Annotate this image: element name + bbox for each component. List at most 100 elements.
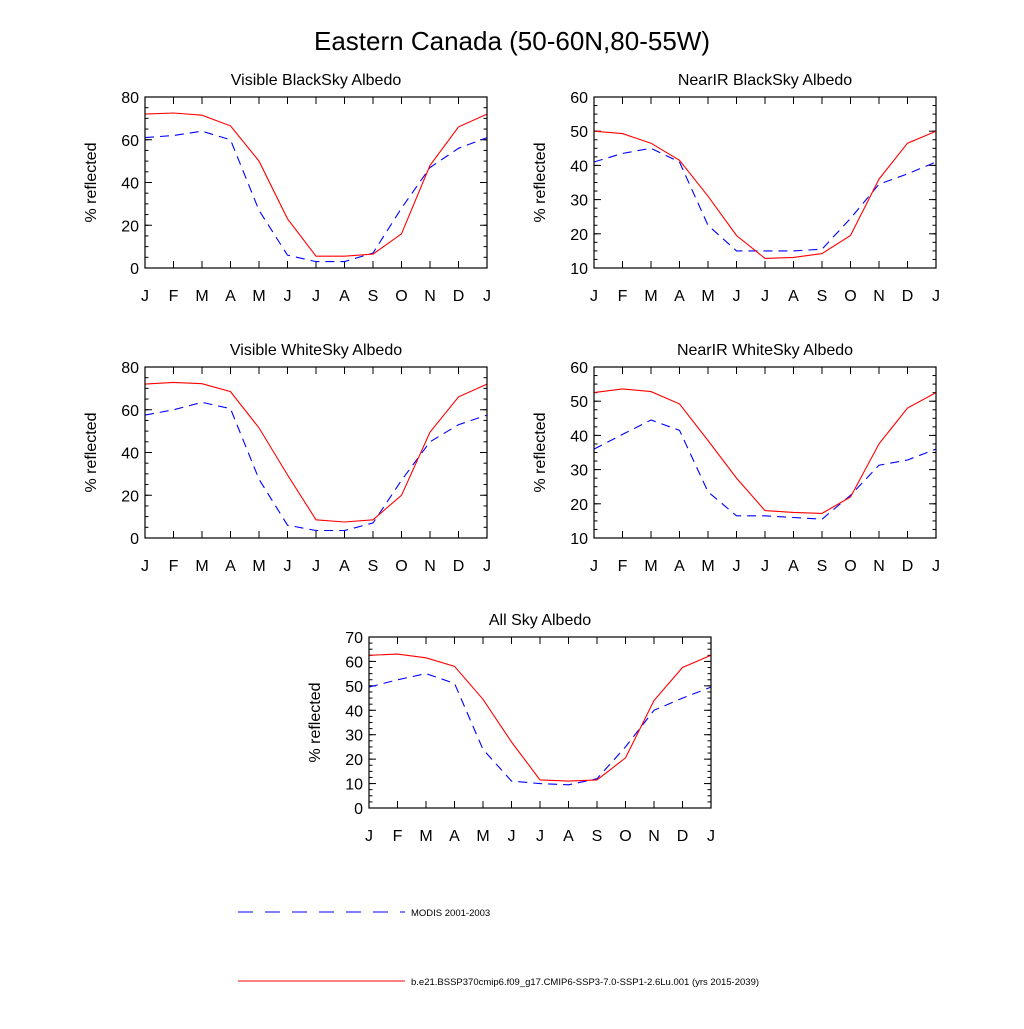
y-tick-label: 20 — [345, 752, 363, 769]
y-tick-label: 20 — [121, 218, 139, 235]
x-tick-label: A — [339, 558, 350, 575]
series-line-model — [593, 388, 937, 514]
y-tick-label: 60 — [570, 90, 588, 107]
panel-title: NearIR WhiteSky Albedo — [677, 342, 853, 359]
chart-panel-2: NearIR BlackSky Albedo % reflected 10 20 30 4… — [532, 72, 940, 305]
x-tick-label: M — [644, 288, 657, 305]
y-axis-label: % reflected — [83, 412, 100, 492]
x-tick-label: O — [844, 288, 856, 305]
y-tick-label: 30 — [570, 463, 588, 480]
plot-frame — [144, 96, 488, 269]
y-axis-label: % reflected — [307, 682, 324, 762]
series-line-model — [144, 381, 488, 523]
x-tick-label: M — [195, 288, 208, 305]
series-line-modis — [368, 673, 712, 786]
x-tick-label: F — [169, 288, 179, 305]
x-tick-label: M — [419, 828, 432, 845]
plot-frame — [368, 636, 712, 809]
x-tick-label: N — [873, 558, 885, 575]
series-line-modis — [144, 130, 488, 263]
x-tick-label: A — [563, 828, 574, 845]
x-tick-label: O — [844, 558, 856, 575]
series-line-modis — [593, 419, 937, 520]
x-tick-label: J — [733, 288, 741, 305]
chart-panel-5: All Sky Albedo % reflected 0 10 20 30 40 50 60 70… — [307, 612, 715, 845]
y-tick-label: 40 — [121, 176, 139, 193]
x-tick-label: J — [590, 558, 598, 575]
x-tick-label: J — [761, 558, 769, 575]
series-line-modis — [593, 147, 937, 252]
y-tick-label: 40 — [345, 703, 363, 720]
x-tick-label: A — [339, 288, 350, 305]
legend-item: b.e21.BSSP370cmip6.f09_g17.CMIP6-SSP3-7.… — [238, 977, 759, 988]
x-tick-label: M — [195, 558, 208, 575]
x-tick-label: J — [733, 558, 741, 575]
x-tick-label: N — [424, 288, 436, 305]
y-tick-label: 80 — [121, 360, 139, 377]
x-tick-label: A — [674, 288, 685, 305]
y-tick-label: 50 — [570, 124, 588, 141]
x-tick-label: N — [648, 828, 660, 845]
x-tick-label: O — [395, 288, 407, 305]
series-line-model — [593, 130, 937, 259]
y-tick-label: 20 — [121, 488, 139, 505]
y-tick-label: 0 — [130, 261, 139, 278]
y-axis-label: % reflected — [83, 142, 100, 222]
chart-panel-3: Visible WhiteSky Albedo % reflected 0 20 40 6… — [83, 342, 491, 575]
y-tick-label: 80 — [121, 90, 139, 107]
x-tick-label: J — [284, 558, 292, 575]
y-tick-label: 10 — [345, 777, 363, 794]
x-tick-label: M — [476, 828, 489, 845]
y-tick-label: 30 — [570, 193, 588, 210]
y-tick-label: 40 — [570, 428, 588, 445]
x-tick-label: M — [252, 558, 265, 575]
y-tick-label: 0 — [130, 531, 139, 548]
y-tick-label: 40 — [121, 446, 139, 463]
x-tick-label: J — [312, 558, 320, 575]
y-axis-label: % reflected — [532, 142, 549, 222]
x-tick-label: A — [225, 288, 236, 305]
x-tick-label: J — [483, 558, 491, 575]
plot-frame — [593, 366, 937, 539]
x-tick-label: M — [701, 558, 714, 575]
x-tick-label: J — [312, 288, 320, 305]
x-tick-label: J — [508, 828, 516, 845]
y-tick-label: 10 — [570, 531, 588, 548]
legend: MODIS 2001-2003 b.e21.BSSP370cmip6.f09_g1… — [238, 908, 759, 988]
series-line-modis — [144, 401, 488, 532]
y-tick-label: 10 — [570, 261, 588, 278]
x-tick-label: J — [284, 288, 292, 305]
y-tick-label: 60 — [121, 403, 139, 420]
x-tick-label: S — [817, 558, 828, 575]
panel-title: NearIR BlackSky Albedo — [678, 72, 852, 89]
x-tick-label: J — [707, 828, 715, 845]
x-tick-label: A — [788, 558, 799, 575]
x-tick-label: F — [393, 828, 403, 845]
x-tick-label: M — [644, 558, 657, 575]
x-tick-label: S — [368, 558, 379, 575]
legend-label: MODIS 2001-2003 — [411, 908, 490, 919]
plot-frame — [593, 96, 937, 269]
x-tick-label: J — [761, 288, 769, 305]
x-tick-label: J — [483, 288, 491, 305]
x-tick-label: J — [365, 828, 373, 845]
x-tick-label: O — [395, 558, 407, 575]
x-tick-label: A — [225, 558, 236, 575]
y-tick-label: 60 — [345, 654, 363, 671]
x-tick-label: N — [424, 558, 436, 575]
x-tick-label: S — [592, 828, 603, 845]
x-tick-label: M — [701, 288, 714, 305]
x-tick-label: J — [141, 558, 149, 575]
x-tick-label: J — [536, 828, 544, 845]
x-tick-label: N — [873, 288, 885, 305]
legend-label: b.e21.BSSP370cmip6.f09_g17.CMIP6-SSP3-7.… — [411, 977, 759, 988]
x-tick-label: D — [902, 288, 914, 305]
x-tick-label: F — [618, 558, 628, 575]
x-tick-label: O — [619, 828, 631, 845]
series-line-model — [368, 653, 712, 782]
x-tick-label: J — [932, 288, 940, 305]
figure-title: Eastern Canada (50-60N,80-55W) — [314, 26, 710, 56]
x-tick-label: S — [368, 288, 379, 305]
y-tick-label: 70 — [345, 630, 363, 647]
